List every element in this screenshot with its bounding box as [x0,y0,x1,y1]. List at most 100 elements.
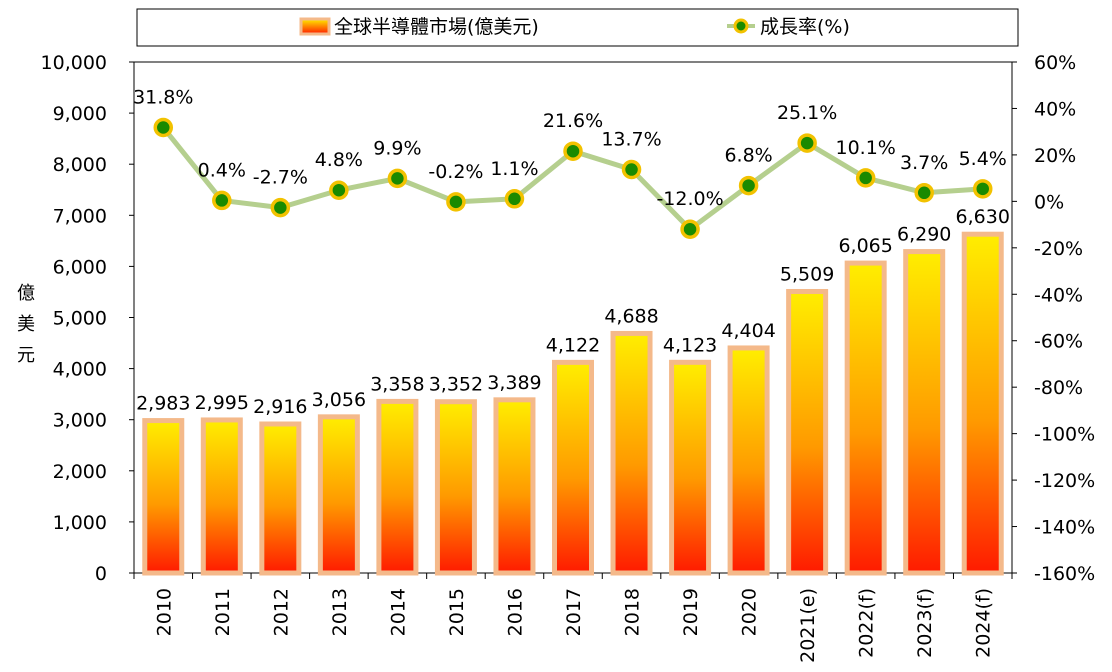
growth-marker [504,189,525,209]
bar-value-label: 4,404 [721,320,775,342]
x-axis: 2010 2011 2012 2013 2014 2015 2016 2017 2018 2019… [133,573,1013,663]
y-right-tick-label: -60% [1034,331,1083,353]
x-tick-label: 2023(f) [914,588,936,658]
bar [961,231,1004,576]
bar-value-label: 2,995 [195,392,249,414]
x-tick-label: 2017 [563,588,585,636]
y-right-tick-label: 40% [1034,98,1076,120]
growth-marker [212,190,232,211]
y-left-label-char: 美 [17,314,35,335]
x-tick-label: 2010 [153,588,175,636]
bar [610,330,653,576]
y-left-tick-label: 0 [95,563,107,585]
y-left-tick-label: 6,000 [53,256,107,278]
growth-value-label: 21.6% [543,110,603,132]
growth-value-label: 4.8% [315,149,363,171]
growth-marker [153,117,174,138]
y-left-tick-label: 3,000 [53,410,107,432]
bar [142,418,185,576]
bar-value-label: 3,389 [487,372,541,394]
x-tick-label: 2018 [622,588,644,636]
bar [669,359,712,576]
y-left-label-char: 元 [17,345,35,366]
bar-value-label: 5,509 [780,263,834,285]
growth-marker [738,175,759,196]
x-tick-label: 2015 [446,588,468,636]
growth-value-label: 6.8% [724,145,772,167]
y-left-axis: 0 1,000 2,000 3,000 4,000 5,000 6,000 7,000 8,00… [41,52,134,585]
y-right-tick-label: -40% [1034,284,1083,306]
legend-label-bars: 全球半導體市場(億美元) [334,16,539,38]
x-tick-label: 2020 [739,588,761,636]
y-left-tick-label: 2,000 [53,461,107,483]
growth-value-label: 10.1% [835,137,895,159]
y-left-label-char: 億 [17,283,35,304]
y-right-tick-label: -100% [1034,424,1095,446]
bar-value-label: 3,352 [429,374,483,396]
growth-marker [621,159,642,180]
x-tick-label: 2021(e) [797,588,819,663]
bar [200,417,243,576]
y-right-tick-label: -140% [1034,517,1095,539]
growth-marker [855,168,876,188]
growth-value-label: 25.1% [777,102,837,124]
x-tick-label: 2019 [680,588,702,636]
y-right-axis: -160% -140% -120% -100% -80% -60% -40% -20% 0% 20… [1012,52,1095,585]
x-tick-label: 2011 [212,588,234,636]
growth-marker [972,179,993,199]
bar [552,359,594,576]
bar [317,414,360,576]
growth-value-label: 0.4% [198,159,246,181]
bar [259,421,302,576]
growth-value-label: -0.2% [428,161,483,183]
growth-value-label: 9.9% [373,137,421,159]
bar-value-label: 4,123 [663,334,717,356]
growth-marker [446,192,466,212]
legend-label-line: 成長率(%) [760,16,850,38]
bar [727,345,770,576]
bar [786,288,829,576]
growth-value-label: 31.8% [133,87,193,109]
x-tick-label: 2022(f) [856,588,878,658]
x-tick-label: 2012 [270,588,292,636]
growth-value-label: 3.7% [900,152,948,174]
y-right-tick-label: 20% [1034,145,1076,167]
y-left-tick-label: 10,000 [41,52,107,74]
y-left-label: 億 美 元 [17,283,35,366]
x-tick-label: 2016 [504,588,526,636]
line-series: 31.8% 0.4% -2.7% 4.8% 9.9% -0.2% 1.1% 21.6%13.7… [133,87,1007,239]
legend: 全球半導體市場(億美元) 成長率(%) [136,8,1019,47]
legend-box [136,8,1019,47]
growth-value-label: 13.7% [601,129,661,151]
y-right-tick-label: -20% [1034,238,1083,260]
bar [493,397,536,576]
bar-value-label: 3,056 [312,389,366,411]
growth-marker [329,180,349,200]
y-right-tick-label: -160% [1034,563,1095,585]
legend-bar-swatch [299,17,331,36]
bar-value-label: 6,290 [897,224,951,246]
growth-marker [270,197,291,218]
growth-value-label: 5.4% [959,148,1007,170]
growth-value-label: 1.1% [490,158,538,180]
bar-value-label: 4,122 [546,334,600,356]
bar-value-label: 2,983 [136,393,190,415]
bar-value-label: 6,630 [956,206,1010,228]
growth-value-label: -2.7% [253,167,308,189]
bar [376,398,419,576]
bar [434,399,477,576]
y-right-tick-label: -80% [1034,377,1083,399]
bar [903,249,946,576]
bar-value-label: 3,358 [370,373,424,395]
bar-value-label: 2,916 [253,396,307,418]
bar-value-label: 4,688 [604,305,658,327]
x-tick-label: 2013 [329,588,351,636]
y-right-tick-label: 0% [1034,191,1064,213]
y-right-tick-label: -120% [1034,470,1095,492]
growth-value-label: -12.0% [656,188,723,210]
y-left-tick-label: 5,000 [53,308,107,330]
growth-marker [387,168,408,189]
x-tick-label: 2024(f) [973,588,995,658]
